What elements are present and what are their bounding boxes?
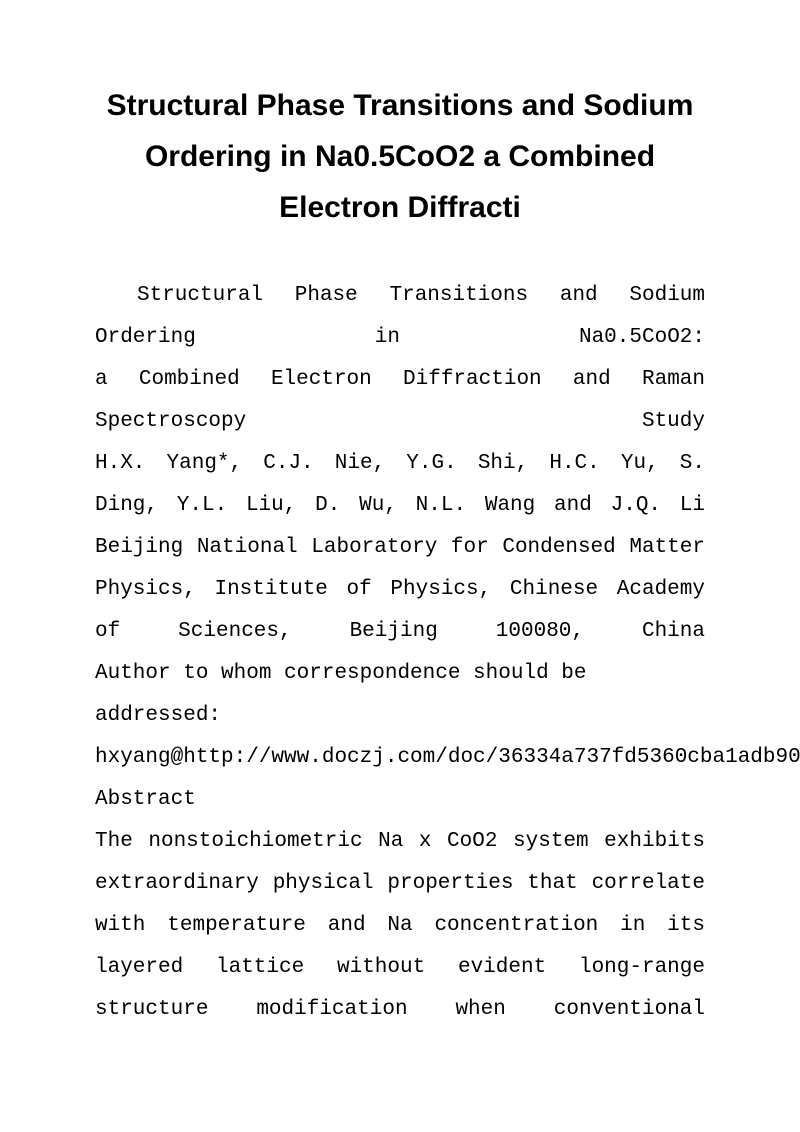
correspondence-line: Author to whom correspondence should be …	[95, 653, 705, 779]
authors-line: H.X. Yang*, C.J. Nie, Y.G. Shi, H.C. Yu,…	[95, 443, 705, 527]
paper-title: Structural Phase Transitions and Sodium …	[95, 80, 705, 233]
subtitle-line: a Combined Electron Diffraction and Rama…	[95, 359, 705, 443]
affiliation-line: Beijing National Laboratory for Condense…	[95, 527, 705, 653]
abstract-heading: Abstract	[95, 779, 705, 821]
intro-line: Structural Phase Transitions and Sodium …	[95, 275, 705, 359]
abstract-body: The nonstoichiometric Na x CoO2 system e…	[95, 821, 705, 1031]
